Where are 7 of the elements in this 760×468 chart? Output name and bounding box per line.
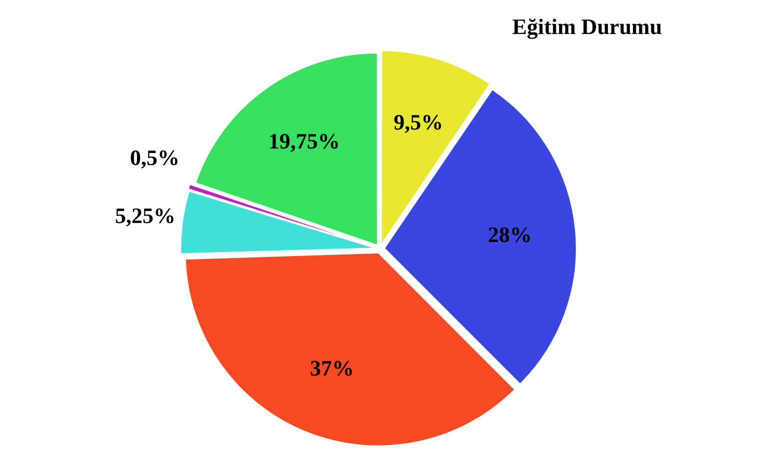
data-label: 28% [488,222,532,248]
data-label: 5,25% [115,202,176,228]
data-label: 37% [310,356,354,381]
data-label: 9,5% [394,110,444,135]
data-label: 0,5% [130,145,180,170]
data-label: 19,75% [268,128,340,154]
chart-title: Eğitim Durumu [512,14,662,39]
